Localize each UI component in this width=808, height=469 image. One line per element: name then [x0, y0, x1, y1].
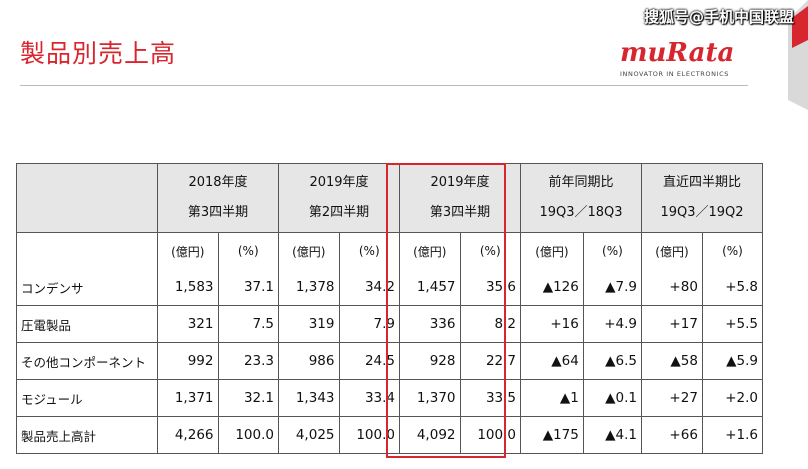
header-line1: 2019年度: [430, 175, 490, 190]
table-cell: 928: [399, 342, 461, 380]
header-line2: 19Q3／19Q2: [660, 205, 744, 220]
header-row: 2018年度 第3四半期 2019年度 第2四半期 2019年度 第3四半期 前…: [16, 163, 763, 233]
table-cell: ▲64: [520, 342, 584, 380]
title-divider: [20, 85, 748, 86]
table-cell: ▲0.1: [582, 379, 643, 417]
table-cell: ▲5.9: [701, 342, 764, 380]
header-line1: 直近四半期比: [662, 175, 741, 190]
table-cell: 33.5: [459, 379, 521, 417]
table-cell: 319: [278, 305, 340, 343]
unit-cell: (%): [582, 232, 643, 269]
header-2019q2: 2019年度 第2四半期: [278, 163, 400, 233]
table-cell: 100.0: [217, 416, 279, 454]
header-2019q3: 2019年度 第3四半期: [399, 163, 521, 233]
table-cell: 7.9: [338, 305, 400, 343]
table-cell: 32.1: [217, 379, 279, 417]
header-line2: 第2四半期: [308, 205, 370, 220]
sales-by-product-table: 2018年度 第3四半期 2019年度 第2四半期 2019年度 第3四半期 前…: [16, 163, 764, 454]
header-line2: 第3四半期: [187, 205, 249, 220]
unit-cell: (%): [338, 232, 400, 269]
header-line1: 2018年度: [188, 175, 248, 190]
table-cell: 35.6: [459, 269, 521, 306]
table-cell: 100.0: [459, 416, 521, 454]
table-row: コンデンサ 1,583 37.1 1,378 34.2 1,457 35.6 ▲126 ▲7.9…: [16, 269, 764, 306]
header-line2: 第3四半期: [429, 205, 491, 220]
table-cell: +4.9: [582, 305, 643, 343]
row-label: 製品売上高計: [16, 416, 158, 454]
table-cell: 34.2: [338, 269, 400, 306]
table-cell: 321: [157, 305, 219, 343]
unit-cell: (%): [701, 232, 764, 269]
table-cell: 23.3: [217, 342, 279, 380]
logo-tagline: INNOVATOR IN ELECTRONICS: [620, 70, 729, 78]
table-cell: 100.0: [338, 416, 400, 454]
table-cell: 7.5: [217, 305, 279, 343]
table-cell: 1,343: [278, 379, 340, 417]
header-blank: [16, 163, 158, 233]
table-row: 圧電製品 321 7.5 319 7.9 336 8.2 +16 +4.9 +17 +5.5: [16, 305, 764, 343]
table-cell: +80: [641, 269, 703, 306]
logo-wordmark: muRata: [620, 38, 735, 68]
table-cell: 992: [157, 342, 219, 380]
table-cell: 1,457: [399, 269, 461, 306]
header-2018q3: 2018年度 第3四半期: [157, 163, 279, 233]
table-cell: ▲1: [520, 379, 584, 417]
unit-blank: [16, 232, 158, 269]
murata-logo: muRata INNOVATOR IN ELECTRONICS: [620, 40, 738, 78]
unit-cell: (%): [217, 232, 279, 269]
table-cell: ▲6.5: [582, 342, 643, 380]
row-label: コンデンサ: [16, 269, 158, 306]
table-cell: 22.7: [459, 342, 521, 380]
header-line1: 2019年度: [309, 175, 369, 190]
table-row: モジュール 1,371 32.1 1,343 33.4 1,370 33.5 ▲1 ▲0.1 +2…: [16, 379, 764, 417]
table-cell: +5.5: [701, 305, 764, 343]
table-cell: 4,266: [157, 416, 219, 454]
table-cell: 24.5: [338, 342, 400, 380]
unit-cell: (億円): [157, 232, 219, 269]
table-cell: 8.2: [459, 305, 521, 343]
unit-cell: (億円): [641, 232, 703, 269]
unit-cell: (億円): [278, 232, 340, 269]
table-cell: 1,378: [278, 269, 340, 306]
table-cell: 986: [278, 342, 340, 380]
table-cell: +2.0: [701, 379, 764, 417]
unit-cell: (億円): [399, 232, 461, 269]
row-label: その他コンポーネント: [16, 342, 158, 380]
table-cell: +27: [641, 379, 703, 417]
table-cell: 37.1: [217, 269, 279, 306]
table-cell: +5.8: [701, 269, 764, 306]
table-cell: ▲4.1: [582, 416, 643, 454]
table-cell: 33.4: [338, 379, 400, 417]
header-line2: 19Q3／18Q3: [539, 205, 623, 220]
table-row: その他コンポーネント 992 23.3 986 24.5 928 22.7 ▲64 ▲6.5 ▲5…: [16, 342, 764, 380]
header-line1: 前年同期比: [548, 175, 614, 190]
unit-cell: (%): [459, 232, 521, 269]
unit-cell: (億円): [520, 232, 584, 269]
watermark-text: 搜狐号@手机中国联盟: [643, 8, 794, 26]
table-cell: 1,583: [157, 269, 219, 306]
row-label: 圧電製品: [16, 305, 158, 343]
corner-decoration: [788, 0, 808, 110]
table-cell: ▲7.9: [582, 269, 643, 306]
page-title: 製品別売上高: [20, 39, 177, 68]
table-cell: 4,092: [399, 416, 461, 454]
unit-row: (億円) (%) (億円) (%) (億円) (%) (億円) (%) (億円)…: [16, 232, 764, 269]
table-cell: ▲175: [520, 416, 584, 454]
table-cell: 336: [399, 305, 461, 343]
table-row: 製品売上高計 4,266 100.0 4,025 100.0 4,092 100.0 ▲175…: [16, 416, 764, 454]
table-cell: 1,371: [157, 379, 219, 417]
header-qoq: 直近四半期比 19Q3／19Q2: [641, 163, 763, 233]
row-label: モジュール: [16, 379, 158, 417]
table-cell: 4,025: [278, 416, 340, 454]
table-cell: +16: [520, 305, 584, 343]
header-yoy: 前年同期比 19Q3／18Q3: [520, 163, 642, 233]
table-cell: +17: [641, 305, 703, 343]
table-cell: 1,370: [399, 379, 461, 417]
table-cell: +66: [641, 416, 703, 454]
table-cell: ▲126: [520, 269, 584, 306]
table-cell: ▲58: [641, 342, 703, 380]
table-cell: +1.6: [701, 416, 764, 454]
